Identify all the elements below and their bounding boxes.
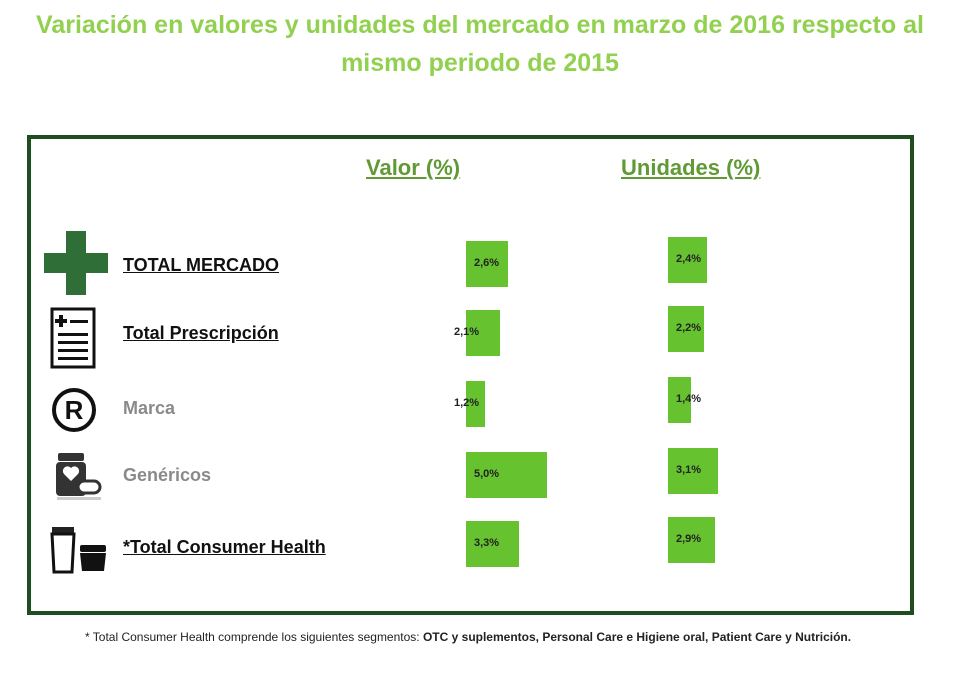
bar-label-unidades-3: 3,1% [676,464,702,476]
bar-valor-4 [466,521,519,567]
bar-unidades-3 [668,448,718,494]
bar-label-unidades-2: 1,4% [676,393,702,405]
footnote-prefix: * Total Consumer Health comprende los si… [85,630,423,644]
bar-valor-0 [466,241,508,287]
title-line-2: mismo periodo de 2015 [341,49,619,77]
cosmetic-jars-icon [50,527,106,574]
bar-label-unidades-0: 2,4% [676,253,702,265]
footnote-segments: OTC y suplementos, Personal Care e Higie… [422,630,852,644]
plus-cross-icon [44,231,108,295]
prescription-icon [50,307,96,369]
bar-label-unidades-4: 2,9% [676,533,702,545]
bar-valor-3 [466,452,547,498]
chart-title: Variación en valores y unidades del merc… [0,6,960,82]
row-label-total-mercado: TOTAL MERCADO [123,255,279,275]
bar-label-valor-3: 5,0% [474,468,500,480]
medicine-bottle-icon [56,453,102,500]
column-header-unidades: Unidades (%) [621,155,761,180]
row-label-total-consumer-health: *Total Consumer Health [123,537,326,557]
bar-label-unidades-1: 2,2% [676,322,702,334]
bar-unidades-2 [668,377,691,423]
bar-valor-1 [466,310,500,356]
row-label-marca: Marca [123,398,176,418]
bar-unidades-0 [668,237,707,283]
svg-text:R: R [65,395,84,425]
footnote: * Total Consumer Health comprende los si… [85,630,851,644]
bar-label-valor-4: 3,3% [474,537,500,549]
bar-unidades-1 [668,306,704,352]
registered-icon: R [52,388,96,432]
bar-label-valor-1: 2,1% [454,326,480,338]
row-label-genericos: Genéricos [123,465,212,485]
bar-valor-2 [466,381,485,427]
bar-label-valor-0: 2,6% [474,257,500,269]
chart-frame [27,135,914,615]
row-label-total-prescripcion: Total Prescripción [123,323,279,343]
bar-unidades-4 [668,517,715,563]
title-line-1: Variación en valores y unidades del merc… [36,11,924,39]
bar-label-valor-2: 1,2% [454,397,480,409]
column-header-valor: Valor (%) [366,155,461,180]
